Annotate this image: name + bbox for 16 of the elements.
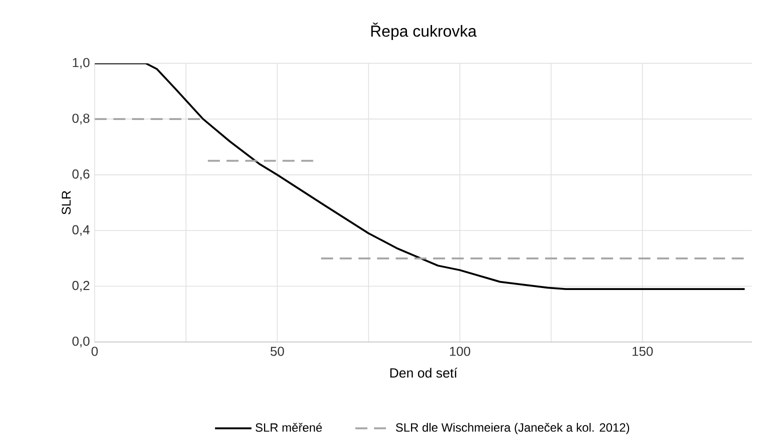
- x-tick-label: 100: [450, 346, 470, 356]
- y-axis-title: SLR: [62, 190, 71, 214]
- y-tick-label: 1,0: [72, 58, 90, 69]
- x-tick-label: 0: [92, 346, 98, 356]
- chart-title: Řepa cukrovka: [371, 22, 477, 40]
- line-series: [94, 63, 746, 290]
- x-tick-label: 50: [270, 346, 284, 356]
- y-tick-label: 0,8: [72, 114, 90, 124]
- legend-label: SLR dle Wischmeiera (Janeček a kol. 2012): [396, 422, 630, 434]
- legend-label: SLR měřené: [256, 422, 322, 432]
- x-axis-title: Den od setí: [390, 368, 458, 378]
- y-tick-label: 0,0: [72, 336, 90, 348]
- y-tick-label: 0,4: [72, 225, 90, 236]
- y-tick-label: 0,6: [72, 169, 90, 180]
- y-tick-label: 0,2: [72, 280, 90, 292]
- x-tick-label: 150: [632, 346, 653, 356]
